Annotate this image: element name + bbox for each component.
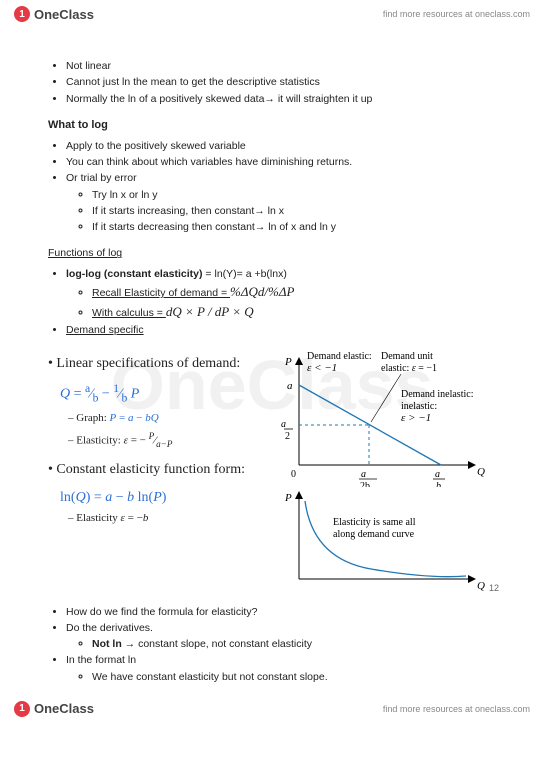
list-item: Try ln x or ln y (92, 187, 496, 203)
closing-list: How do we find the formula for elasticit… (48, 604, 496, 685)
header-link: find more resources at oneclass.com (383, 9, 530, 19)
svg-text:2: 2 (285, 431, 290, 442)
svg-text:b: b (436, 481, 441, 487)
what-to-log-heading: What to log (48, 117, 496, 134)
functions-of-log-heading: Functions of log (48, 245, 496, 261)
linear-spec-title: • Linear specifications of demand: (48, 353, 263, 375)
svg-text:ε > −1: ε > −1 (401, 412, 431, 424)
brand-footer: 1 OneClass (14, 701, 94, 717)
list-item: Not linear (66, 58, 496, 74)
list-item: In the format ln We have constant elasti… (66, 652, 496, 685)
svg-text:Q: Q (477, 580, 485, 592)
svg-text:a: a (281, 419, 286, 430)
page-number: 12 (489, 582, 499, 596)
linear-demand-chart: P Q a a 2 0 a 2b a b Demand elastic: ε <… (271, 347, 491, 487)
demand-left-panel: • Linear specifications of demand: Q = a… (48, 347, 263, 594)
list-item: If it starts increasing, then constant→ … (92, 203, 496, 219)
svg-text:ε < −1: ε < −1 (307, 362, 337, 374)
functions-sublist: Recall Elasticity of demand = %ΔQd/%ΔP W… (66, 282, 496, 322)
list-item: Or trial by error Try ln x or ln y If it… (66, 170, 496, 235)
svg-text:Q: Q (477, 466, 485, 478)
constant-elasticity-chart: P Q Elasticity is same all along demand … (271, 489, 491, 594)
svg-text:along demand curve: along demand curve (333, 529, 415, 540)
brand-logo-icon: 1 (14, 701, 30, 717)
list-item: Demand specific (66, 322, 496, 338)
brand-name-footer: OneClass (34, 701, 94, 716)
list-item: Do the derivatives. Not ln → constant sl… (66, 620, 496, 653)
list-item: log-log (constant elasticity) = ln(Y)= a… (66, 266, 496, 323)
brand-logo-icon: 1 (14, 6, 30, 22)
list-item: Cannot just ln the mean to get the descr… (66, 74, 496, 90)
list-item: Recall Elasticity of demand = %ΔQd/%ΔP (92, 282, 496, 302)
list-item: With calculus = dQ × P / dP × Q (92, 302, 496, 322)
list-item: Apply to the positively skewed variable (66, 138, 496, 154)
page-footer: 1 OneClass find more resources at onecla… (0, 695, 544, 723)
svg-text:a: a (435, 469, 440, 480)
linear-elasticity-note: – Elasticity: ε = − P⁄a−P (68, 429, 263, 451)
linear-equation: Q = a⁄b − 1⁄b P (60, 380, 263, 408)
svg-text:2b: 2b (360, 481, 370, 487)
svg-text:P: P (284, 356, 292, 368)
list-item: We have constant elasticity but not cons… (92, 669, 496, 685)
what-to-log-list: Apply to the positively skewed variable … (48, 138, 496, 236)
svg-text:elastic: ε = −1: elastic: ε = −1 (381, 363, 437, 374)
charts-column: P Q a a 2 0 a 2b a b Demand elastic: ε <… (271, 347, 496, 594)
svg-text:Demand unit: Demand unit (381, 351, 433, 362)
trial-sublist: Try ln x or ln y If it starts increasing… (66, 187, 496, 236)
list-item: How do we find the formula for elasticit… (66, 604, 496, 620)
list-item: Normally the ln of a positively skewed d… (66, 91, 496, 107)
intro-list: Not linear Cannot just ln the mean to ge… (48, 58, 496, 107)
brand: 1 OneClass (14, 6, 94, 22)
const-equation: ln(Q) = a − b ln(P) (60, 487, 263, 509)
chart-svg: P Q a a 2 0 a 2b a b Demand elastic: ε <… (271, 347, 491, 487)
svg-text:a: a (287, 380, 293, 392)
svg-text:inelastic:: inelastic: (401, 401, 437, 412)
svg-text:Elasticity is same all: Elasticity is same all (333, 517, 416, 528)
svg-text:Demand elastic:: Demand elastic: (307, 351, 372, 362)
functions-list: log-log (constant elasticity) = ln(Y)= a… (48, 266, 496, 339)
page-header: 1 OneClass find more resources at onecla… (0, 0, 544, 28)
demand-block: • Linear specifications of demand: Q = a… (48, 347, 496, 594)
list-item: Not ln → constant slope, not constant el… (92, 636, 496, 652)
svg-text:a: a (361, 469, 366, 480)
list-item: If it starts decreasing then constant→ l… (92, 219, 496, 235)
chart-svg-2: P Q Elasticity is same all along demand … (271, 489, 491, 594)
const-elasticity-title: • Constant elasticity function form: (48, 459, 263, 481)
footer-link: find more resources at oneclass.com (383, 704, 530, 714)
svg-text:0: 0 (291, 469, 296, 480)
svg-text:Demand inelastic:: Demand inelastic: (401, 389, 473, 400)
svg-text:P: P (284, 492, 292, 504)
linear-graph-note: – Graph: P = a − bQ (68, 410, 263, 427)
document-content: Not linear Cannot just ln the mean to ge… (0, 28, 544, 695)
list-item: You can think about which variables have… (66, 154, 496, 170)
const-elasticity-note: – Elasticity ε = −b (68, 510, 263, 527)
brand-name: OneClass (34, 7, 94, 22)
